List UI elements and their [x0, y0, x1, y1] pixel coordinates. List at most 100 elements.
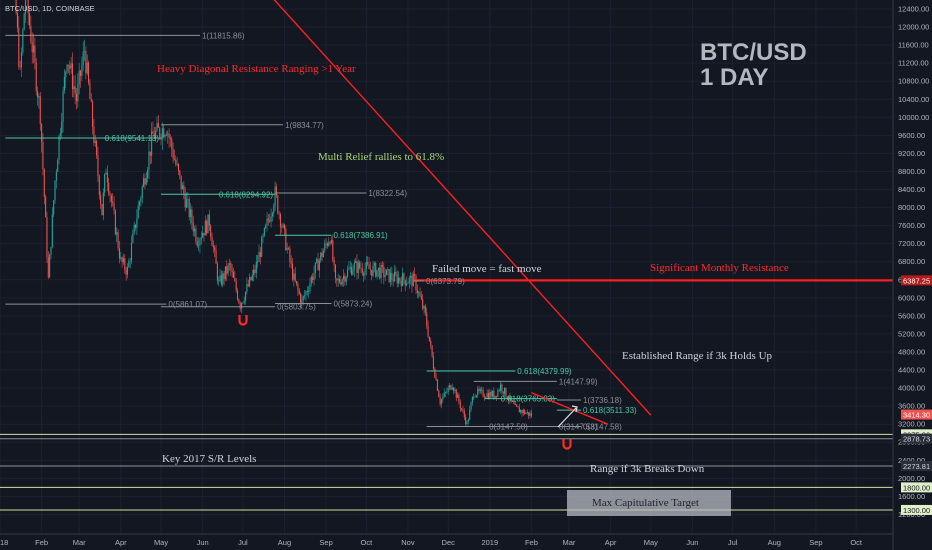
fib-levels: 1(11815.86) 1(9834.77) 0.618(9541.13) 1(832… [5, 31, 637, 432]
candle-body [141, 186, 143, 199]
price-tick-label: 7600.00 [898, 221, 925, 230]
candle-body [317, 258, 319, 271]
candle-body [171, 138, 173, 149]
time-tick-label: Feb [525, 538, 538, 547]
time-axis[interactable]: 2018 Feb Mar Apr May Jun Jul Aug Sep Oct Nov Dec 201… [0, 538, 863, 547]
trend-lines [273, 0, 652, 425]
fib-level-label: 1(4147.99) [559, 377, 598, 386]
price-tick-label: 8400.00 [898, 185, 925, 194]
candle-body [179, 170, 181, 176]
candle-body [210, 225, 212, 237]
candle-body [376, 270, 378, 277]
annotation-relief-rallies: Multi Relief rallies to 61.8% [318, 151, 444, 163]
annotation-key-2017-levels: Key 2017 S/R Levels [162, 453, 256, 465]
candle-body [287, 247, 290, 249]
candle-body [254, 269, 256, 273]
candle-body [191, 209, 193, 223]
candle-body [136, 218, 138, 228]
candle-body [110, 195, 112, 202]
candle-body [424, 306, 426, 313]
candle-body [172, 148, 174, 159]
candle-body [530, 413, 532, 417]
candle-body [385, 269, 388, 276]
candle-body [364, 268, 366, 276]
price-tick-label: 5200.00 [898, 329, 925, 338]
candle-body [153, 133, 155, 139]
candle-body [514, 404, 516, 405]
candle-body [461, 408, 463, 410]
candle-body [470, 402, 472, 410]
candle-body [455, 389, 457, 398]
candle-body [190, 209, 192, 217]
candle-body [211, 236, 213, 246]
candle-body [102, 192, 104, 216]
candle-body [296, 281, 298, 284]
candle-body [301, 299, 303, 304]
candle-body [283, 224, 286, 230]
candle-body [521, 410, 523, 414]
candle-body [458, 394, 460, 403]
candle-body [109, 193, 111, 196]
candle-body [151, 131, 153, 156]
candle-body [344, 275, 346, 282]
fib-level-label: 0(5861.07) [168, 300, 207, 309]
candle-body [290, 261, 292, 264]
candle-body [159, 127, 161, 137]
candle-body [381, 265, 384, 267]
candle-body [223, 273, 225, 279]
candle-body [101, 204, 103, 216]
candle-body [330, 240, 333, 244]
candle-body [51, 214, 53, 247]
candle-body [379, 267, 381, 279]
candle-body [220, 275, 222, 285]
candle-body [473, 396, 475, 398]
candle-body [156, 122, 158, 131]
time-tick-label: Jun [686, 538, 698, 547]
candle-body [383, 266, 385, 278]
candle-body [444, 392, 447, 394]
candle-body [222, 273, 224, 285]
red-magnet-icon [238, 315, 248, 326]
candle-body [54, 180, 56, 201]
time-tick-label: Nov [401, 538, 415, 547]
price-tick-label: 12000.00 [898, 23, 929, 32]
candle-body [112, 201, 114, 204]
candle-body [477, 388, 479, 396]
candle-body [393, 271, 396, 282]
candle-body [240, 303, 243, 309]
candle-body [426, 312, 428, 326]
price-tick-label: 12400.00 [898, 5, 929, 14]
time-tick-label: 2018 [0, 538, 8, 547]
candle-body [133, 224, 135, 234]
candle-body [375, 263, 377, 277]
candle-body [369, 268, 371, 270]
candle-body [41, 124, 43, 142]
candle-body [78, 70, 80, 85]
candle-body [474, 396, 476, 398]
candle-body [462, 409, 464, 411]
candle-body [306, 291, 308, 293]
candle-body [469, 409, 471, 420]
price-tick-label: 8800.00 [898, 167, 925, 176]
candle-body [435, 377, 437, 380]
candle-body [124, 258, 126, 270]
candle-body [23, 13, 25, 30]
candle-body [69, 65, 71, 69]
price-tag-box [901, 482, 932, 493]
candle-body [116, 232, 118, 235]
candle-body [528, 412, 530, 416]
price-tick-label: 4000.00 [898, 384, 925, 393]
candle-body [347, 269, 349, 277]
annotation-range-breakdown: Range if 3k Breaks Down [590, 463, 705, 475]
price-tick-label: 5600.00 [898, 311, 925, 320]
candle-body [58, 135, 60, 160]
candle-body [431, 345, 433, 357]
candle-body [285, 229, 287, 251]
candle-body [356, 260, 358, 273]
candle-body [117, 232, 119, 249]
fib-level-label: 1(3736.18) [583, 396, 622, 405]
candle-body [155, 130, 157, 139]
